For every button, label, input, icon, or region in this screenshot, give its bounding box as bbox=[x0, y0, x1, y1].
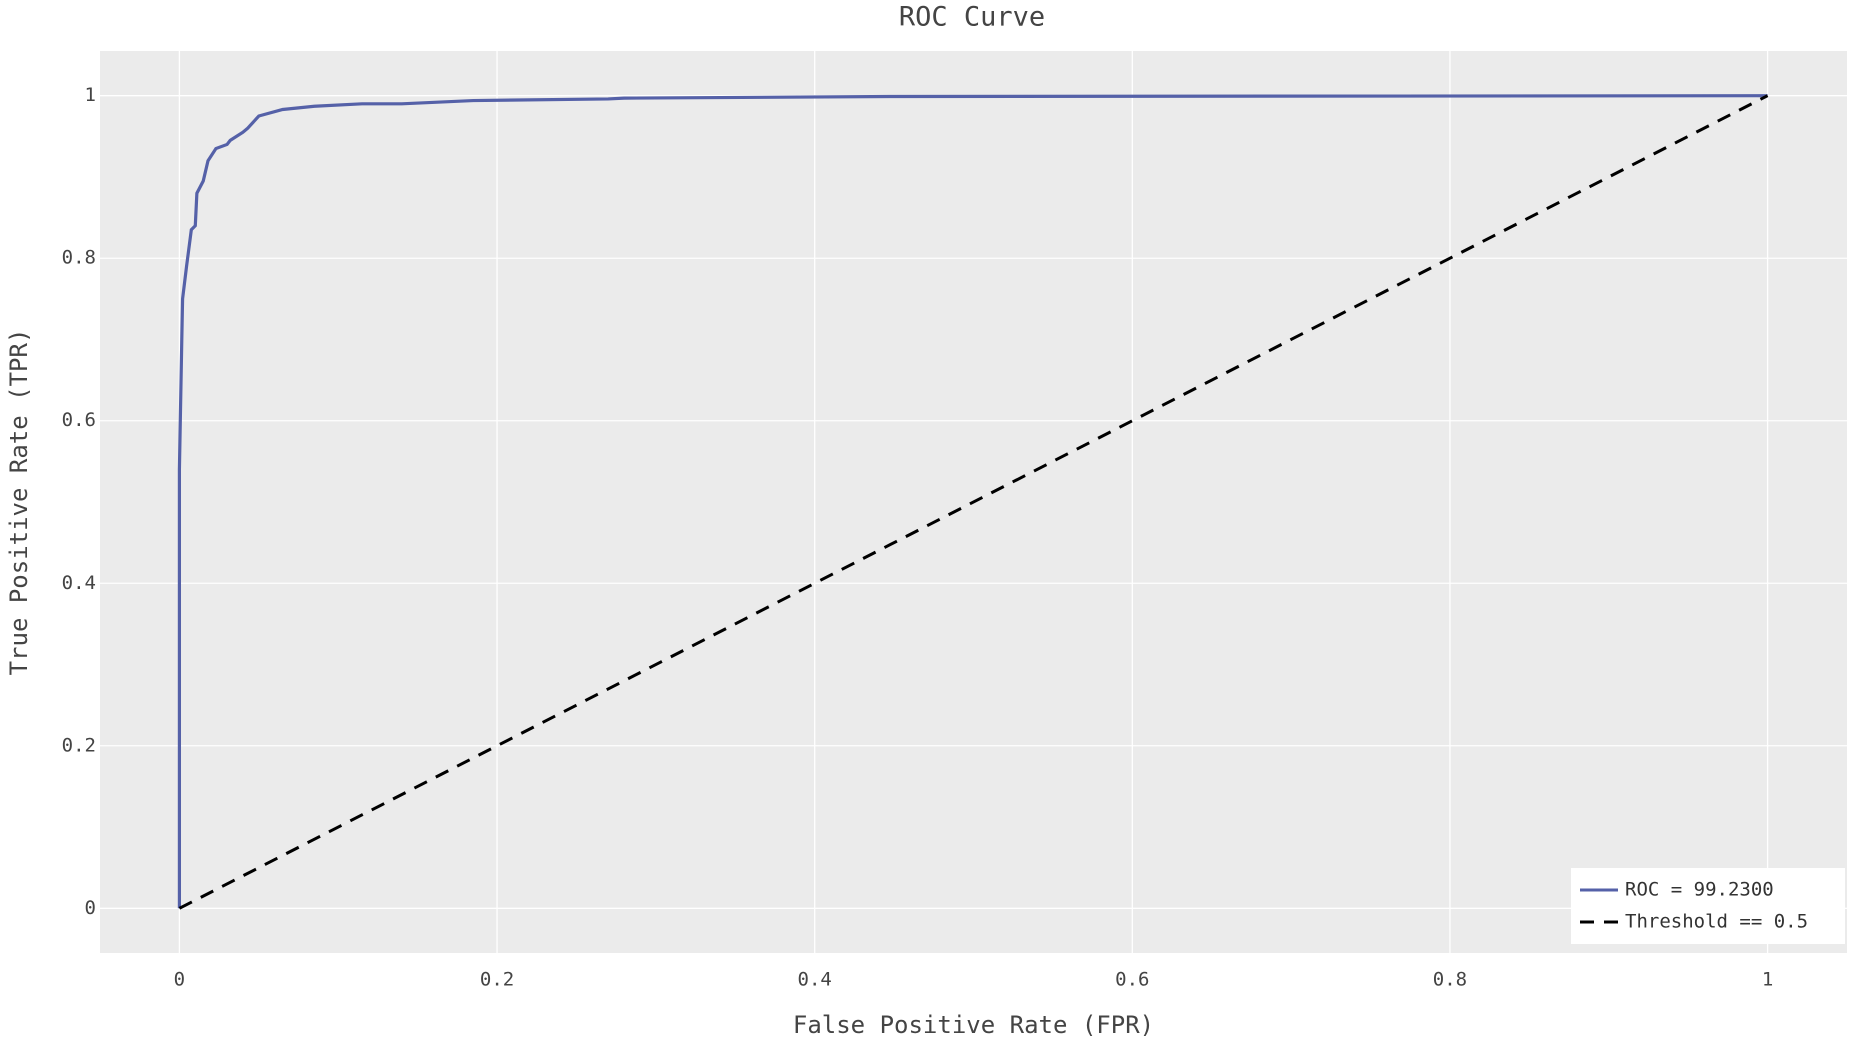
legend-box bbox=[1571, 868, 1845, 944]
legend-label: Threshold == 0.5 bbox=[1625, 911, 1808, 933]
x-tick-label: 0.2 bbox=[480, 969, 514, 991]
x-tick-label: 0.6 bbox=[1115, 969, 1149, 991]
y-tick-label: 0.2 bbox=[62, 734, 96, 756]
chart-title: ROC Curve bbox=[899, 2, 1045, 33]
x-axis-label: False Positive Rate (FPR) bbox=[793, 1011, 1154, 1039]
y-axis-label: True Positive Rate (TPR) bbox=[5, 329, 33, 676]
y-tick-label: 0.4 bbox=[62, 572, 96, 594]
y-tick-label: 0.8 bbox=[62, 247, 96, 269]
y-tick-label: 0 bbox=[85, 897, 96, 919]
x-tick-label: 0.4 bbox=[798, 969, 832, 991]
legend-label: ROC = 99.2300 bbox=[1625, 879, 1774, 901]
x-tick-label: 0.8 bbox=[1433, 969, 1467, 991]
line-series bbox=[178, 94, 1769, 910]
line-series bbox=[177, 94, 1768, 909]
y-tick-label: 0.6 bbox=[62, 409, 96, 431]
y-tick-label: 1 bbox=[85, 84, 96, 106]
x-tick-label: 0 bbox=[174, 969, 185, 991]
x-tick-label: 1 bbox=[1762, 969, 1773, 991]
